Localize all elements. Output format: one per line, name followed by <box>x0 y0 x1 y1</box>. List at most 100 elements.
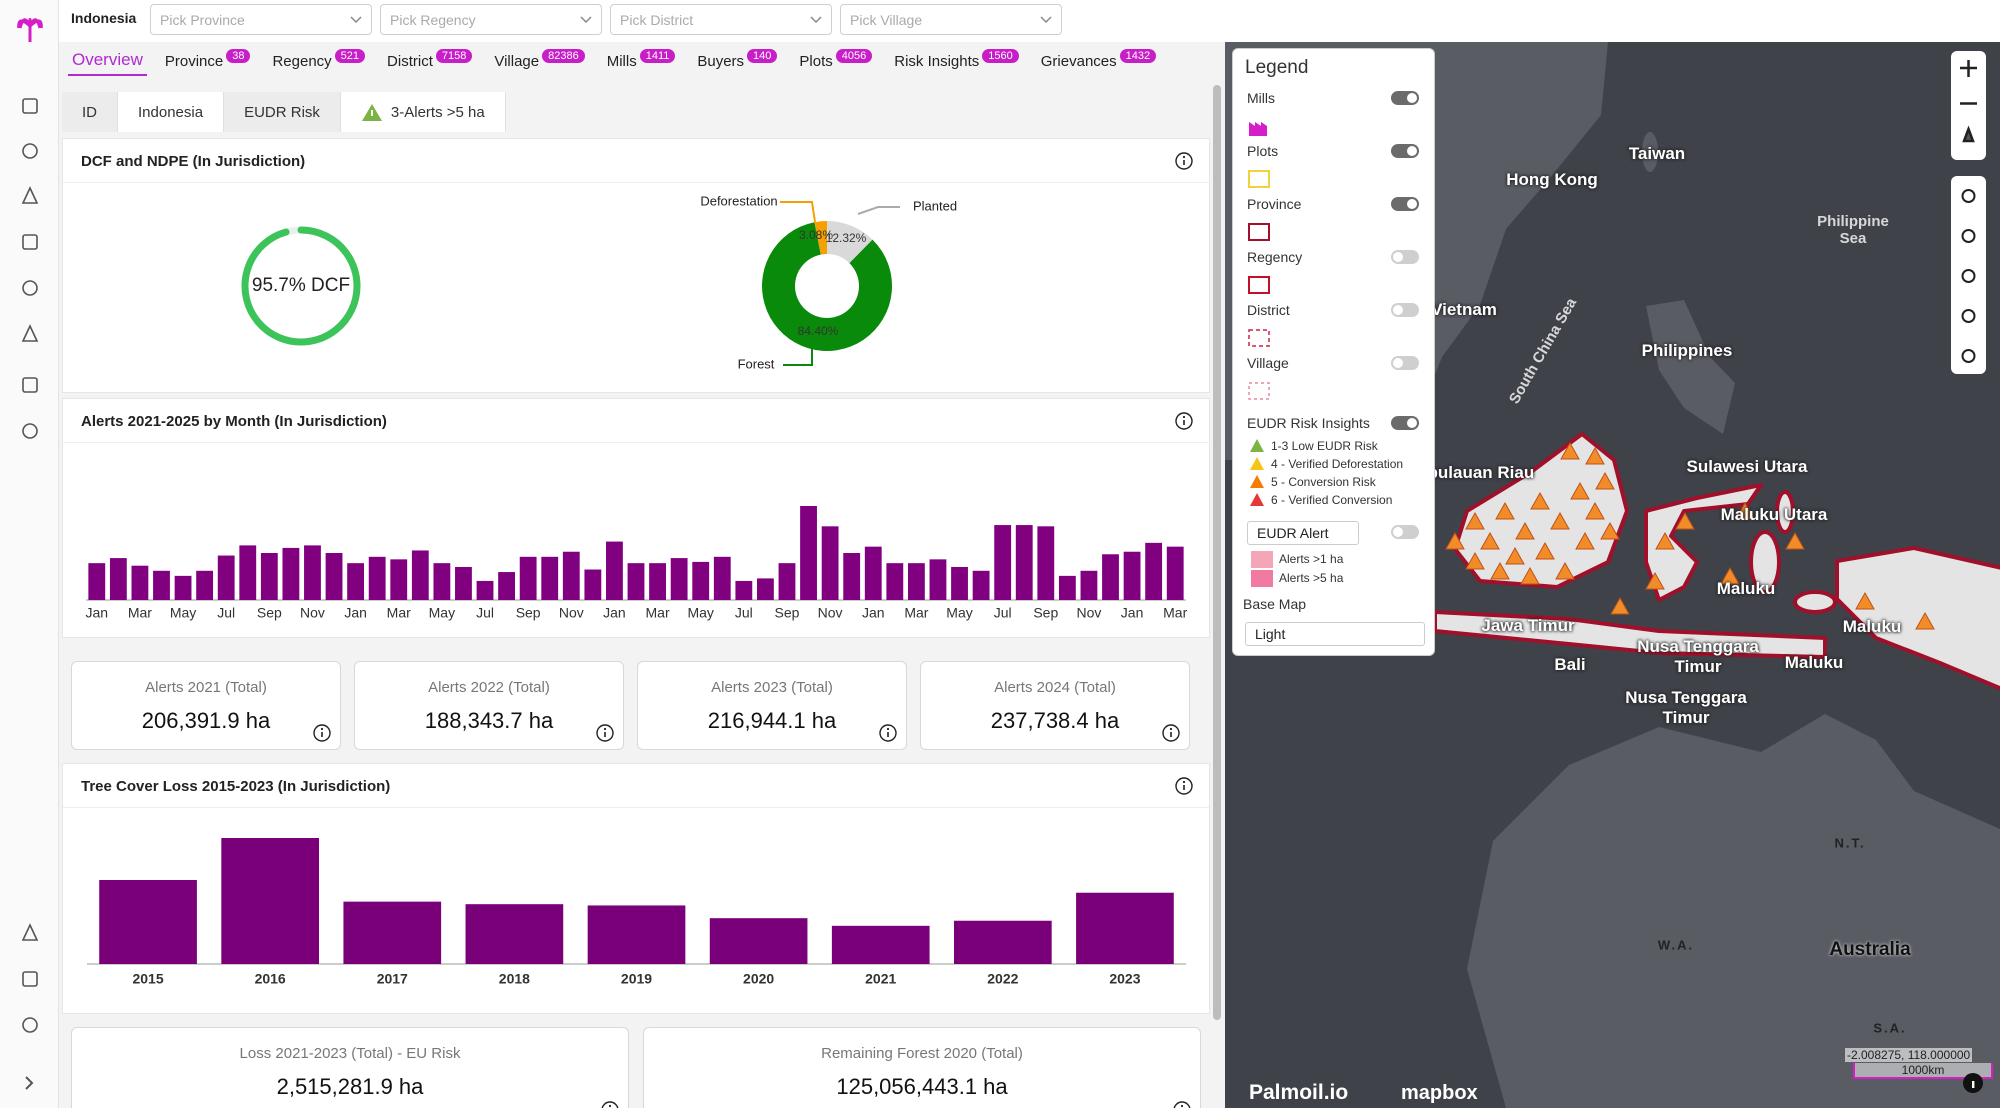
sub-tab-bar: ID Indonesia EUDR Risk 3-Alerts >5 ha <box>62 92 506 132</box>
filter-placeholder: Pick Regency <box>390 12 476 28</box>
tool-controls <box>1951 176 1986 374</box>
icon-shape <box>22 423 38 439</box>
toggle[interactable] <box>1390 523 1420 541</box>
toggle-knob <box>1393 527 1403 537</box>
toggle[interactable] <box>1390 195 1420 213</box>
tab[interactable]: Mills 1411 <box>603 48 680 74</box>
scrollbar[interactable] <box>1213 85 1221 1020</box>
toggle[interactable] <box>1390 89 1420 107</box>
alert-marker <box>1465 551 1485 570</box>
filter-select[interactable]: Pick Village <box>840 4 1062 35</box>
info-mark <box>1972 1081 1975 1088</box>
info-icon[interactable] <box>1172 1100 1192 1108</box>
nav-icon[interactable] <box>19 1014 41 1036</box>
nav-icon[interactable] <box>19 968 41 990</box>
button-icon <box>1961 309 1976 323</box>
info-circle <box>1175 412 1193 430</box>
nav-icon[interactable] <box>19 420 41 442</box>
toggle[interactable] <box>1390 354 1420 372</box>
info-icon[interactable] <box>878 723 898 743</box>
tab-label: Risk Insights <box>894 52 980 70</box>
toggle[interactable] <box>1390 142 1420 160</box>
map-coordinates: -2.008275, 118.000000 <box>1845 1048 1973 1062</box>
info-icon[interactable] <box>595 723 615 743</box>
info-icon[interactable] <box>1161 723 1181 743</box>
toggle-knob <box>1407 418 1417 428</box>
icon-shape <box>22 280 38 296</box>
chevron-path <box>810 16 822 24</box>
map-label: S.A. <box>1873 1020 1907 1036</box>
base-map-select[interactable]: Light <box>1245 622 1425 646</box>
map-button[interactable] <box>1951 216 1986 256</box>
risk-icon <box>1250 439 1264 452</box>
tab[interactable]: Regency 521 <box>268 48 369 74</box>
nav-icon[interactable] <box>19 922 41 944</box>
info-icon[interactable] <box>1174 776 1194 796</box>
tab[interactable]: Plots 4056 <box>795 48 876 74</box>
tab[interactable]: Risk Insights 1560 <box>890 48 1023 74</box>
map-label: Philippine Sea <box>1817 213 1889 247</box>
map-button[interactable] <box>1951 176 1986 216</box>
alert-select[interactable]: EUDR Alert <box>1247 521 1359 545</box>
info-dot <box>1182 415 1186 419</box>
tab[interactable]: District 7158 <box>383 48 476 74</box>
map-label: Australia <box>1829 939 1911 960</box>
alert-marker <box>1555 561 1575 580</box>
map-button[interactable] <box>1951 51 1986 86</box>
stat-title: Alerts 2021 (Total) <box>145 679 267 696</box>
alert-marker <box>1585 446 1605 465</box>
map-button[interactable] <box>1951 296 1986 336</box>
info-circle <box>313 724 331 742</box>
nav-icon[interactable] <box>19 95 41 117</box>
alert-marker <box>1505 546 1525 565</box>
sub-tab[interactable]: ID <box>62 92 118 132</box>
nav-icon[interactable] <box>19 185 41 207</box>
info-icon[interactable] <box>1174 151 1194 171</box>
button-icon <box>1961 189 1976 203</box>
panel-title: DCF and NDPE (In Jurisdiction) <box>81 153 306 170</box>
toggle[interactable] <box>1390 414 1420 432</box>
map-button[interactable] <box>1951 256 1986 296</box>
legend-title: Legend <box>1245 57 1309 78</box>
panel-divider <box>63 442 1209 443</box>
tab[interactable]: Village 82386 <box>490 48 588 74</box>
map-button[interactable] <box>1951 86 1986 121</box>
toggle[interactable] <box>1390 301 1420 319</box>
map-provider: mapbox <box>1401 1082 1478 1104</box>
icon-shape <box>22 143 38 159</box>
nav-icon[interactable] <box>19 140 41 162</box>
map-label: Philippines <box>1641 341 1733 360</box>
filter-select[interactable]: Pick District <box>610 4 832 35</box>
sub-tab[interactable]: Indonesia <box>118 92 225 132</box>
info-icon[interactable] <box>312 723 332 743</box>
info-icon[interactable] <box>600 1100 620 1108</box>
alert-marker <box>1655 531 1675 550</box>
nav-icon[interactable] <box>19 323 41 345</box>
tab-badge: 1560 <box>982 48 1019 63</box>
map-label: Nusa Tenggara Timur <box>1625 688 1747 727</box>
button-icon <box>1962 125 1975 143</box>
info-icon[interactable] <box>1174 411 1194 431</box>
sub-tab[interactable]: EUDR Risk <box>224 92 341 132</box>
stat-card: Loss 2021-2023 (Total) - EU Risk 2,515,28… <box>71 1027 629 1108</box>
map-button[interactable] <box>1951 336 1986 376</box>
nav-icon[interactable] <box>19 374 41 396</box>
nav-icon[interactable] <box>19 231 41 253</box>
stat-card: Alerts 2022 (Total) 188,343.7 ha <box>354 661 624 750</box>
filter-select[interactable]: Pick Regency <box>380 4 602 35</box>
info-circle <box>879 724 897 742</box>
tab[interactable]: Grievances 1432 <box>1037 48 1160 74</box>
map-button[interactable] <box>1951 121 1986 156</box>
icon-shape <box>22 377 38 393</box>
info-circle <box>1173 1101 1191 1108</box>
nav-icon[interactable] <box>19 277 41 299</box>
tab[interactable]: Buyers 140 <box>693 48 781 74</box>
alert-marker <box>1495 501 1515 520</box>
filter-select[interactable]: Pick Province <box>150 4 372 35</box>
sub-tab[interactable]: 3-Alerts >5 ha <box>340 92 506 132</box>
alert-marker <box>1675 511 1695 530</box>
land-australia <box>1467 714 2000 1108</box>
toggle[interactable] <box>1390 248 1420 266</box>
tab[interactable]: Province 38 <box>161 48 255 74</box>
tab[interactable]: Overview <box>68 46 147 76</box>
